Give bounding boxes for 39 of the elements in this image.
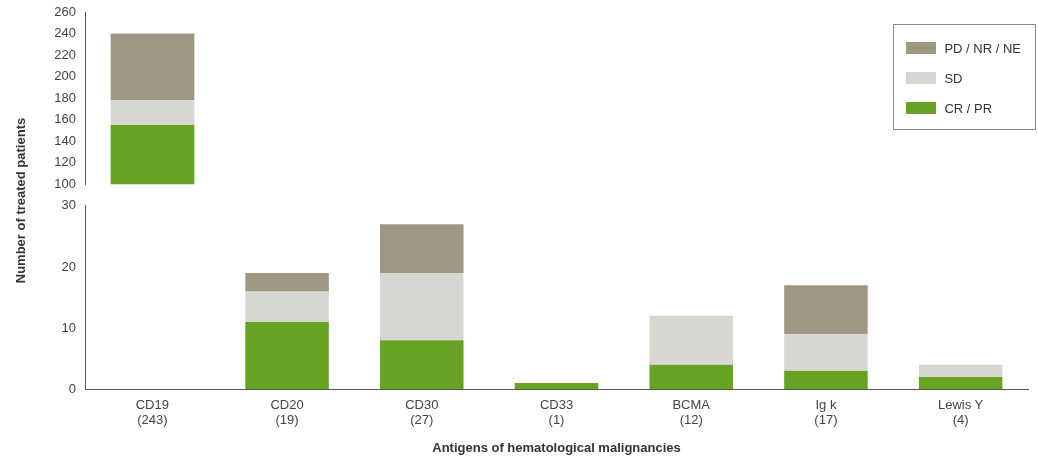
bar: [918, 376, 1003, 390]
y-tick-label: 180: [54, 89, 76, 105]
bar: [380, 224, 464, 274]
y-tick-label: 140: [54, 132, 76, 148]
x-tick-label: Ig k (17): [814, 396, 838, 428]
bar: [245, 273, 329, 292]
y-tick-label: 120: [54, 154, 76, 170]
y-tick-label: 10: [61, 319, 76, 335]
bar: [245, 291, 329, 322]
y-tick-label: 220: [54, 46, 76, 62]
x-tick-label: CD33 (1): [539, 396, 574, 428]
bar: [380, 273, 464, 341]
x-tick-label: CD19 (243): [135, 396, 169, 428]
bar: [245, 321, 329, 390]
bar: [380, 340, 464, 390]
bar: [784, 334, 868, 371]
bar: [784, 285, 868, 335]
legend-label: CR / PR: [944, 100, 993, 116]
bar: [514, 383, 599, 390]
x-tick-label: Lewis Y (4): [937, 396, 984, 428]
y-tick-label: 0: [68, 380, 76, 396]
legend-label: PD / NR / NE: [944, 40, 1021, 56]
bar: [784, 370, 868, 390]
y-tick-label: 20: [61, 258, 76, 274]
x-tick-label: CD20 (19): [270, 396, 304, 428]
y-tick-label: 100: [54, 175, 76, 191]
bar: [918, 364, 1003, 377]
bar: [649, 315, 733, 365]
bar: [649, 364, 733, 390]
y-tick-label: 260: [54, 3, 76, 19]
y-tick-label: 200: [54, 68, 76, 84]
y-tick-label: 160: [54, 111, 76, 127]
x-tick-label: BCMA (12): [672, 396, 711, 428]
legend-label: SD: [944, 70, 963, 86]
x-axis-title: Antigens of hematological malignancies: [432, 439, 681, 455]
y-axis-title: Number of treated patients: [12, 117, 28, 283]
y-tick-label: 30: [61, 197, 76, 213]
y-tick-label: 240: [54, 25, 76, 41]
x-tick-label: CD30 (27): [405, 396, 439, 428]
